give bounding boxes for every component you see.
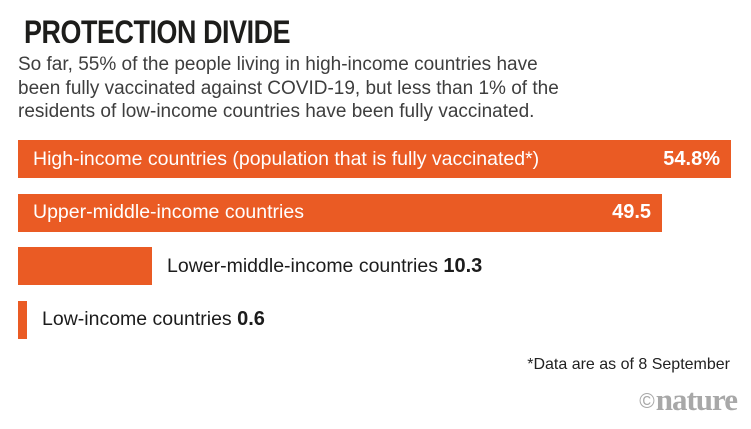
bar-label: Lower-middle-income countries 10.3 xyxy=(167,255,482,278)
bar-value: 10.3 xyxy=(443,254,483,277)
bar-label: High-income countries (population that i… xyxy=(33,147,540,170)
nature-logo: ©nature xyxy=(639,382,738,419)
bar-value: 0.6 xyxy=(237,308,265,330)
bar-label: Upper-middle-income countries xyxy=(33,201,304,223)
copyright-icon: © xyxy=(639,390,655,413)
subtitle-line: residents of low-income countries have b… xyxy=(18,101,535,122)
bar-upper-middle-income: Upper-middle-income countries 49.5 xyxy=(18,193,663,232)
chart-header: PROTECTION DIVIDE So far, 55% of the peo… xyxy=(18,14,718,124)
bar-row-lower-middle-income: Lower-middle-income countries 10.3 xyxy=(18,247,731,285)
bar-category-text: Low-income countries xyxy=(42,308,232,330)
bar-low-income xyxy=(18,300,27,339)
bar-lower-middle-income xyxy=(18,247,152,285)
nature-logo-text: nature xyxy=(655,382,738,417)
footnote: *Data are as of 8 September xyxy=(527,356,730,373)
bar-row-high-income: High-income countries (population that i… xyxy=(18,140,731,178)
bar-chart: High-income countries (population that i… xyxy=(18,140,731,354)
chart-title: PROTECTION DIVIDE xyxy=(24,14,291,50)
subtitle-line: So far, 55% of the people living in high… xyxy=(18,54,538,75)
bar-value: 49.5 xyxy=(612,201,652,223)
chart-subtitle: So far, 55% of the people living in high… xyxy=(18,53,718,124)
bar-category-text: Lower-middle-income countries xyxy=(167,254,438,277)
bar-value: 54.8% xyxy=(663,147,720,170)
bar-row-low-income: Low-income countries 0.6 xyxy=(18,300,731,339)
subtitle-line: been fully vaccinated against COVID-19, … xyxy=(18,77,559,99)
bar-row-upper-middle-income: Upper-middle-income countries 49.5 xyxy=(18,193,731,232)
bar-label: Low-income countries 0.6 xyxy=(42,308,265,331)
bar-high-income: High-income countries (population that i… xyxy=(18,140,731,178)
